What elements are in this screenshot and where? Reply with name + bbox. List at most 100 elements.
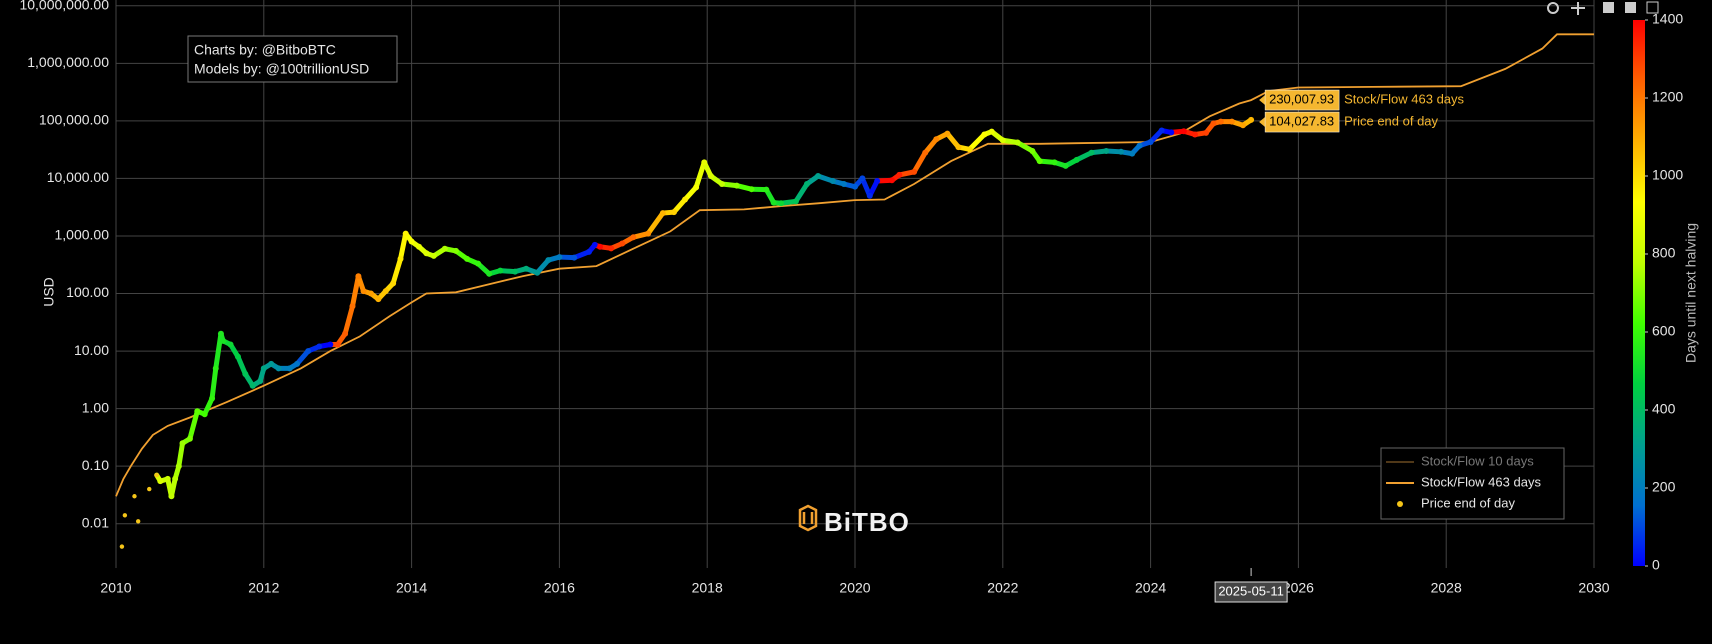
price-segment: [645, 210, 666, 237]
pan-button[interactable]: [1571, 2, 1585, 15]
legend-label[interactable]: Price end of day: [1421, 495, 1515, 510]
price-point: [840, 180, 847, 187]
price-point: [257, 378, 264, 385]
price-point: [360, 288, 367, 295]
colorbar-title: Days until next halving: [1683, 223, 1699, 363]
price-point: [242, 370, 249, 377]
toolbar: [1547, 1, 1659, 15]
logo-text: BiTBO: [824, 507, 910, 537]
hover-value: 230,007.93: [1269, 91, 1334, 106]
price-point: [316, 343, 323, 350]
price-points: [119, 116, 1255, 549]
price-point: [1158, 127, 1165, 134]
price-point: [630, 234, 637, 241]
zoom-in-button[interactable]: [1603, 2, 1614, 13]
price-point: [1103, 147, 1110, 154]
colorbar-tick-label: 400: [1652, 401, 1676, 417]
price-point: [981, 131, 988, 138]
price-point: [475, 260, 482, 267]
price-point: [1051, 159, 1058, 166]
price-point: [375, 296, 382, 303]
zoom-out-button[interactable]: [1625, 2, 1636, 13]
price-point: [355, 273, 362, 280]
price-point: [803, 180, 810, 187]
price-point: [249, 382, 256, 389]
price-point: [147, 486, 152, 492]
price-point: [402, 230, 409, 237]
price-point: [944, 130, 951, 137]
price-point: [763, 186, 770, 193]
price-point: [619, 240, 626, 247]
price-point: [988, 128, 995, 135]
colorbar-tick-label: 1000: [1652, 167, 1683, 183]
y-tick-label: 10,000.00: [47, 169, 109, 185]
price-segment: [187, 408, 200, 442]
price-point: [874, 178, 881, 185]
price-point: [1239, 122, 1246, 129]
price-point: [707, 173, 714, 180]
price-point: [1203, 129, 1210, 136]
y-tick-label: 1.00: [82, 399, 109, 415]
price-segment: [390, 256, 404, 286]
hover-pointer: [1259, 95, 1266, 106]
hover-pointer: [1259, 117, 1266, 128]
price-point: [194, 408, 201, 415]
price-point: [955, 144, 962, 151]
price-point: [597, 243, 604, 250]
price-point: [122, 513, 128, 518]
price-point: [390, 280, 397, 287]
logo-icon: [798, 504, 818, 532]
price-point: [220, 337, 227, 344]
hover-value: 104,027.83: [1269, 113, 1334, 128]
colorbar-tick-label: 0: [1652, 557, 1660, 573]
price-point: [770, 199, 777, 206]
price-point: [497, 267, 504, 274]
legend: Stock/Flow 10 days Stock/Flow 463 days Pri…: [1380, 447, 1565, 520]
price-point: [294, 360, 301, 367]
price-point: [591, 241, 598, 248]
price-segment: [213, 331, 224, 371]
x-tick-label: 2012: [248, 580, 279, 596]
hover-box: [1264, 89, 1340, 111]
credits-frame: [187, 35, 398, 83]
price-point: [119, 544, 125, 549]
price-point: [186, 435, 193, 442]
price-segment: [967, 131, 987, 152]
hover-box: [1264, 111, 1340, 133]
zoom-button[interactable]: [1547, 2, 1559, 14]
credit-line: Charts by: @BitboBTC: [194, 42, 336, 58]
price-point: [778, 200, 785, 207]
price-point: [585, 248, 592, 255]
legend-label[interactable]: Stock/Flow 10 days: [1421, 453, 1534, 468]
price-point: [670, 209, 677, 216]
price-point: [275, 365, 282, 372]
price-point: [866, 192, 873, 199]
price-point: [512, 268, 519, 275]
colorbar-tick-label: 1200: [1652, 89, 1683, 105]
price-point: [209, 395, 216, 402]
autoscale-button[interactable]: [1646, 1, 1659, 14]
price-segment: [209, 365, 219, 401]
price-point: [748, 186, 755, 193]
price-point: [415, 243, 422, 250]
legend-label[interactable]: Stock/Flow 463 days: [1421, 474, 1541, 489]
price-point: [1147, 138, 1154, 145]
price-point: [334, 341, 341, 348]
price-segment: [176, 440, 186, 469]
price-point: [701, 159, 708, 166]
price-point: [157, 478, 164, 485]
price-segment: [793, 181, 810, 204]
price-point: [896, 171, 903, 178]
hover-series-name: Price end of day: [1344, 113, 1438, 128]
price-point: [1036, 158, 1043, 165]
price-point: [154, 472, 159, 478]
credits-box: Charts by: @BitboBTC Models by: @100tril…: [187, 35, 398, 83]
price-point: [1228, 118, 1235, 125]
price-point: [397, 255, 404, 262]
y-axis-title: USD: [41, 277, 57, 307]
price-point: [999, 137, 1006, 144]
price-segment: [235, 354, 248, 377]
price-point: [534, 269, 541, 276]
